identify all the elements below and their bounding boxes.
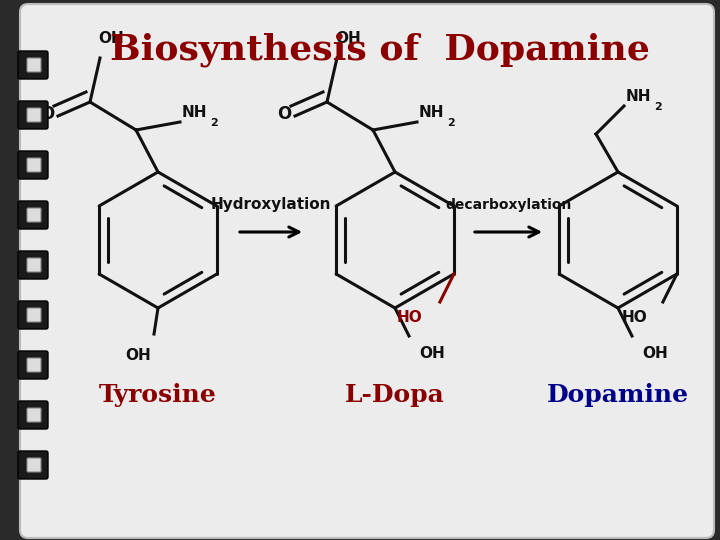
FancyBboxPatch shape	[18, 401, 48, 429]
Text: HO: HO	[397, 310, 423, 325]
Text: 2: 2	[447, 118, 455, 128]
Text: NH: NH	[419, 105, 444, 120]
Text: O: O	[277, 105, 292, 123]
Text: OH: OH	[642, 346, 667, 361]
Text: 2: 2	[210, 118, 217, 128]
FancyBboxPatch shape	[18, 151, 48, 179]
FancyBboxPatch shape	[18, 51, 48, 79]
Text: OH: OH	[125, 348, 151, 363]
Text: 2: 2	[654, 102, 662, 112]
Text: OH: OH	[98, 31, 124, 46]
FancyBboxPatch shape	[20, 4, 714, 538]
Text: Hydroxylation: Hydroxylation	[211, 197, 331, 212]
FancyBboxPatch shape	[27, 458, 41, 472]
FancyBboxPatch shape	[27, 58, 41, 72]
FancyBboxPatch shape	[27, 408, 41, 422]
FancyBboxPatch shape	[27, 258, 41, 272]
FancyBboxPatch shape	[27, 158, 41, 172]
Text: NH: NH	[182, 105, 207, 120]
Text: decarboxylation: decarboxylation	[446, 198, 572, 212]
FancyBboxPatch shape	[18, 251, 48, 279]
Text: OH: OH	[419, 346, 445, 361]
FancyBboxPatch shape	[27, 108, 41, 122]
Text: NH: NH	[626, 89, 652, 104]
FancyBboxPatch shape	[18, 201, 48, 229]
Text: Dopamine: Dopamine	[547, 383, 689, 407]
Text: HO: HO	[622, 310, 648, 325]
Text: Biosynthesis of  Dopamine: Biosynthesis of Dopamine	[110, 33, 650, 68]
Text: O: O	[40, 105, 54, 123]
FancyBboxPatch shape	[27, 358, 41, 372]
FancyBboxPatch shape	[18, 301, 48, 329]
FancyBboxPatch shape	[18, 101, 48, 129]
Text: Tyrosine: Tyrosine	[99, 383, 217, 407]
FancyBboxPatch shape	[27, 308, 41, 322]
FancyBboxPatch shape	[18, 351, 48, 379]
Text: L-Dopa: L-Dopa	[345, 383, 445, 407]
FancyBboxPatch shape	[18, 451, 48, 479]
Text: OH: OH	[335, 31, 361, 46]
FancyBboxPatch shape	[27, 208, 41, 222]
